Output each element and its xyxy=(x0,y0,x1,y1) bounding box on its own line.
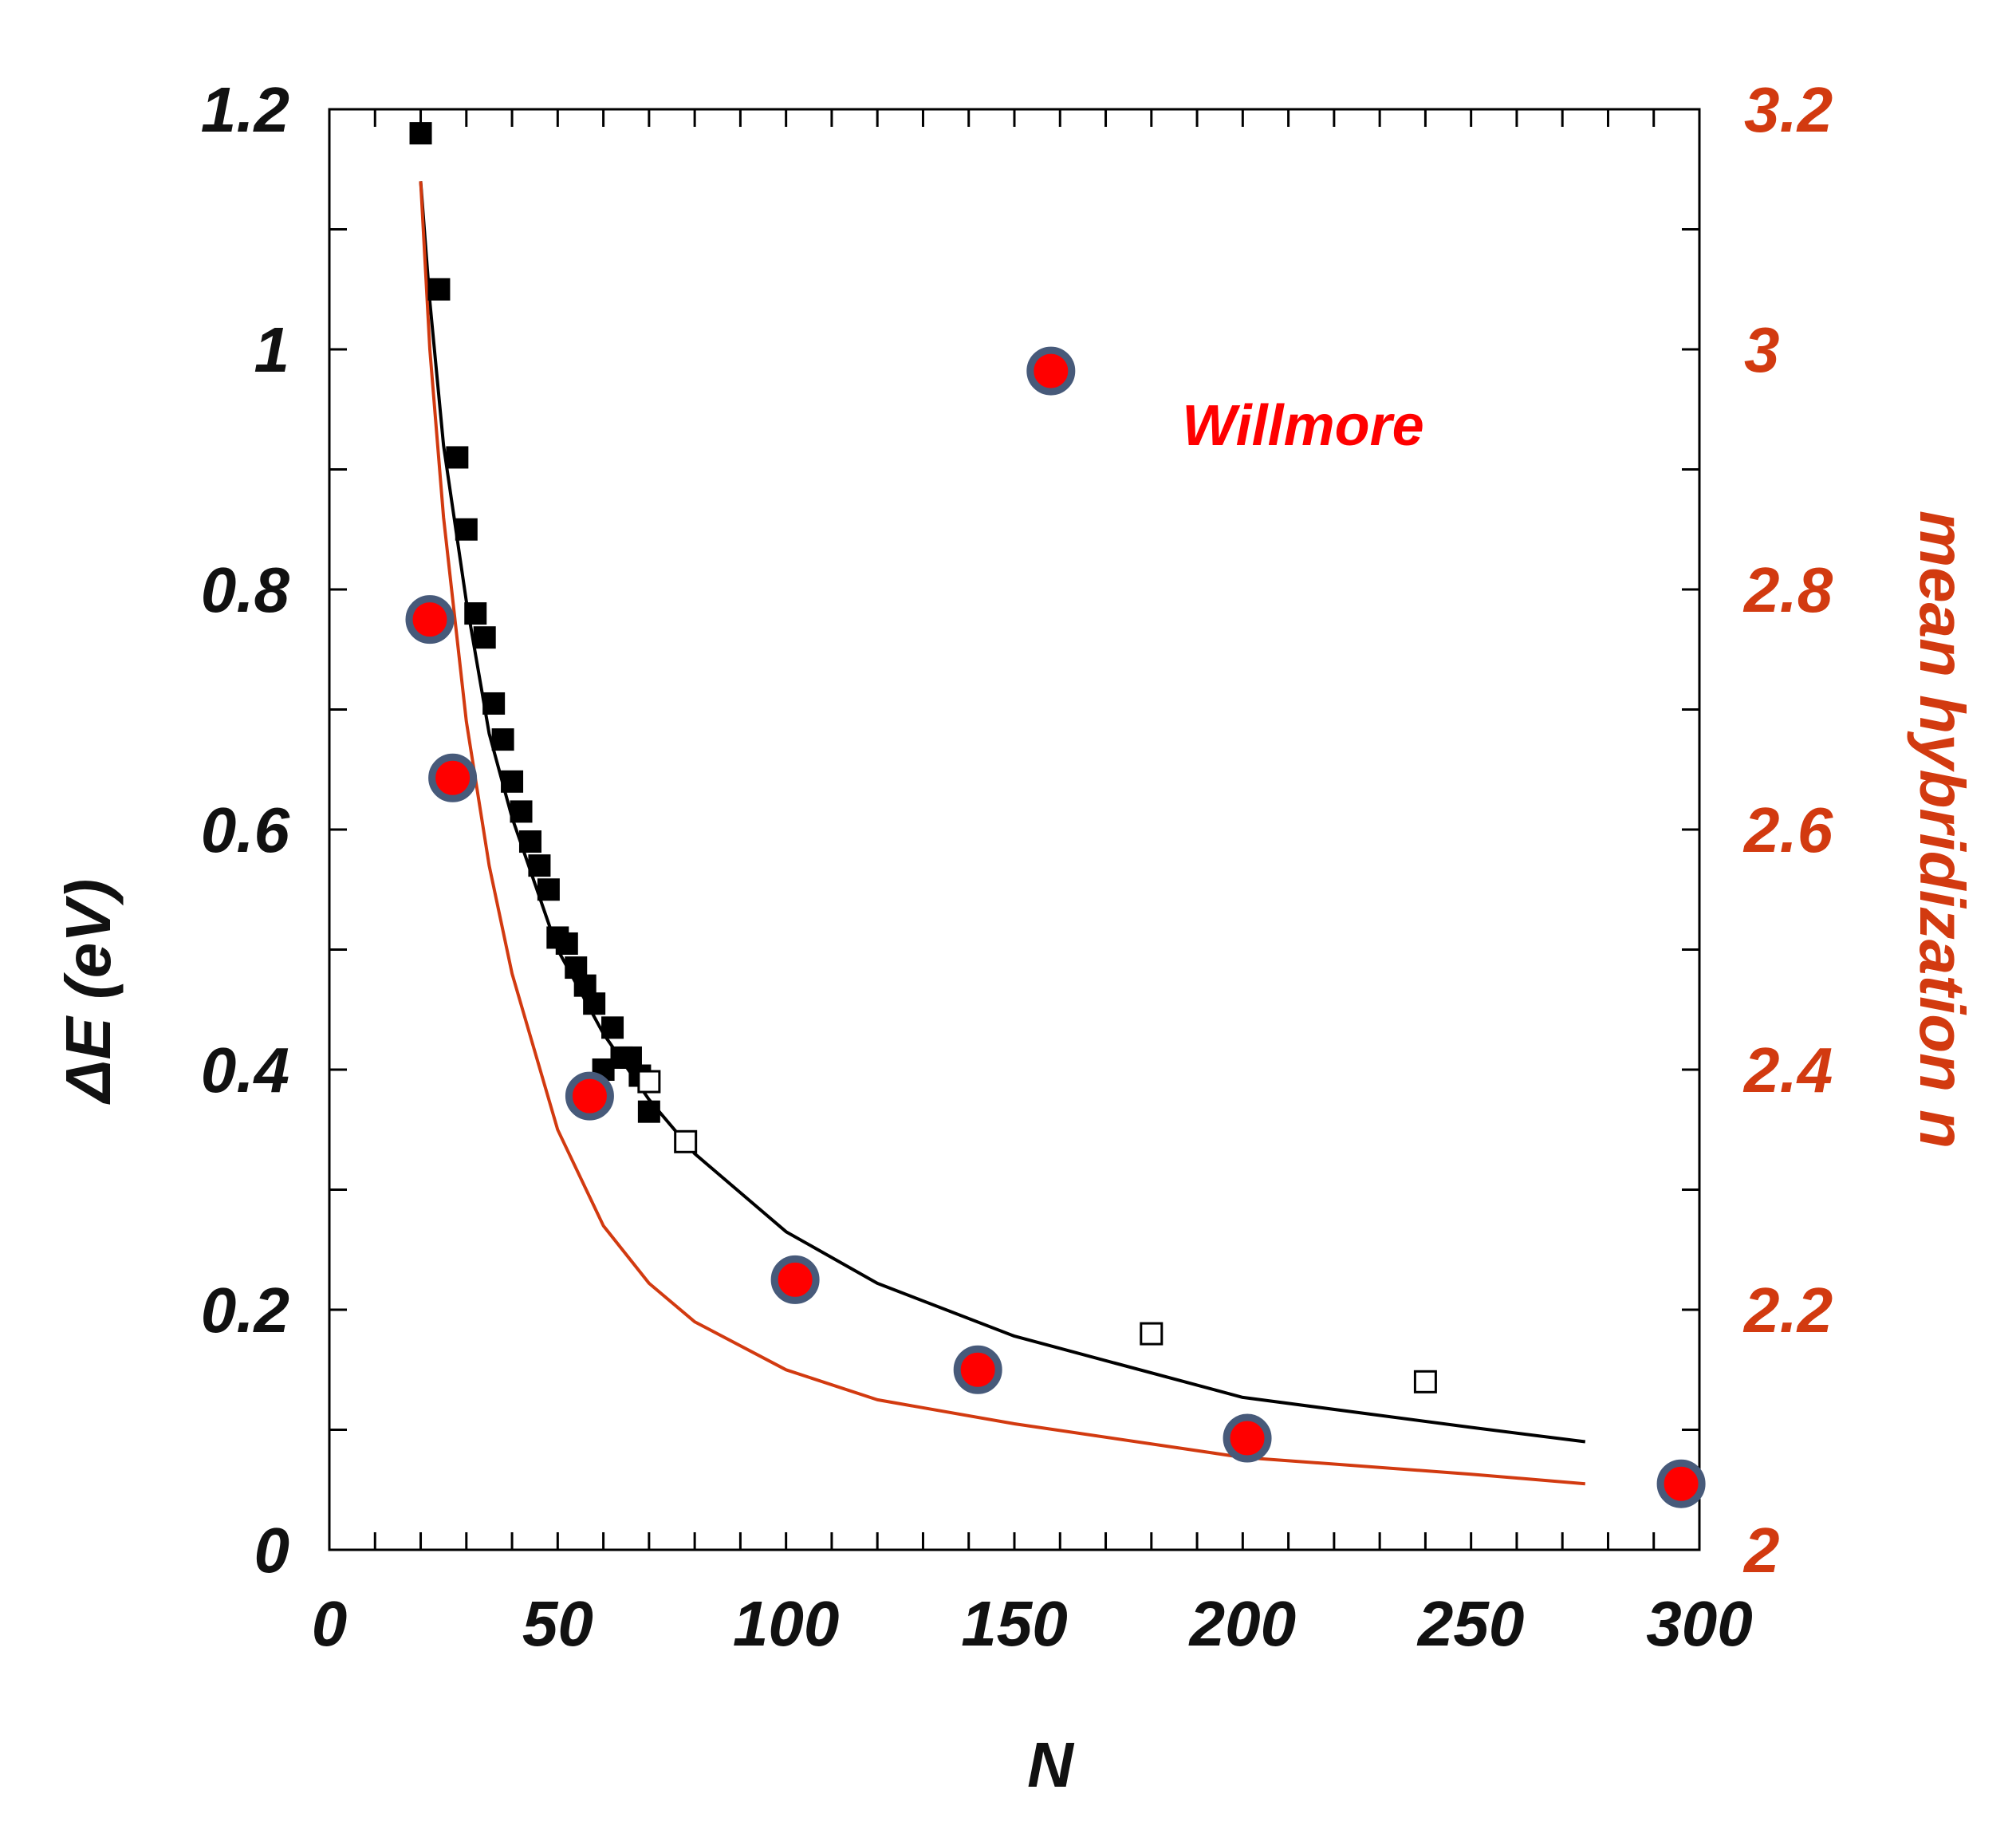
filled-square-point xyxy=(473,626,496,649)
y-tick-label-left: 1 xyxy=(254,314,290,385)
y-tick-label-left: 0 xyxy=(254,1515,290,1586)
hybridization-point xyxy=(770,1255,820,1304)
filled-square-point xyxy=(464,602,487,625)
y-tick-label-right: 2 xyxy=(1742,1515,1780,1586)
hybridization-point xyxy=(565,1071,614,1121)
hybridization-point xyxy=(428,753,478,802)
filled-square-point xyxy=(518,830,541,853)
hybridization-point xyxy=(953,1345,1002,1394)
y-tick-label-right: 2.6 xyxy=(1742,794,1833,865)
open-square-point xyxy=(1413,1370,1437,1393)
markers xyxy=(405,122,1706,1508)
fit-lines xyxy=(419,181,1586,1486)
x-axis-title: N xyxy=(1027,1729,1075,1800)
filled-square-point xyxy=(409,122,432,145)
filled-square-point xyxy=(501,770,524,793)
x-tick-label: 150 xyxy=(961,1588,1067,1659)
y-tick-label-left: 0.2 xyxy=(201,1275,289,1346)
n-fit-line xyxy=(419,181,1585,1486)
filled-square-point xyxy=(555,932,578,955)
x-tick-label: 300 xyxy=(1646,1588,1752,1659)
hybridization-point xyxy=(1223,1413,1272,1463)
tick-marks xyxy=(328,108,1701,1551)
filled-square-point xyxy=(601,1016,624,1039)
y-axis-title-right: mean hybridization n xyxy=(1907,510,1978,1149)
x-tick-label: 0 xyxy=(312,1588,348,1659)
x-tick-label: 50 xyxy=(522,1588,593,1659)
y-tick-label-left: 0.6 xyxy=(201,794,290,865)
willmore-annotation: Willmore xyxy=(1182,394,1423,458)
tick-labels: 0 50 100 150 200 250 300 0 0.2 0.4 0.6 0.8 1 1.2 2 2.2 2… xyxy=(201,74,1833,1659)
x-tick-label: 100 xyxy=(733,1588,839,1659)
y-tick-label-left: 0.8 xyxy=(201,554,290,625)
open-square-point xyxy=(1140,1322,1164,1346)
hybridization-point xyxy=(405,595,455,644)
plot-frame xyxy=(328,108,1701,1551)
filled-square-point xyxy=(537,878,560,901)
y-tick-label-left: 0.4 xyxy=(201,1035,289,1106)
x-tick-label: 200 xyxy=(1188,1588,1296,1659)
y-tick-label-left: 1.2 xyxy=(201,74,289,145)
filled-square-point xyxy=(446,446,469,469)
open-square-point xyxy=(637,1070,661,1094)
filled-square-point xyxy=(427,278,451,301)
y-tick-label-right: 3 xyxy=(1744,314,1780,385)
y-tick-label-right: 2.4 xyxy=(1742,1035,1833,1106)
y-tick-label-right: 2.2 xyxy=(1742,1275,1833,1346)
y-axis-title-left: ΔE (eV) xyxy=(53,879,124,1105)
filled-square-point xyxy=(510,800,533,823)
filled-square-point xyxy=(491,728,514,751)
delta-e-fit-line xyxy=(419,181,1586,1444)
filled-square-point xyxy=(583,992,606,1015)
x-tick-label: 250 xyxy=(1416,1588,1524,1659)
filled-square-point xyxy=(482,692,506,715)
filled-square-point xyxy=(637,1100,660,1123)
hybridization-point xyxy=(1026,346,1076,396)
hybridization-point xyxy=(1656,1459,1706,1508)
filled-square-point xyxy=(455,518,478,541)
open-square-point xyxy=(674,1129,698,1153)
y-tick-label-right: 2.8 xyxy=(1742,554,1833,625)
filled-square-point xyxy=(528,854,551,877)
y-tick-label-right: 3.2 xyxy=(1744,74,1833,145)
